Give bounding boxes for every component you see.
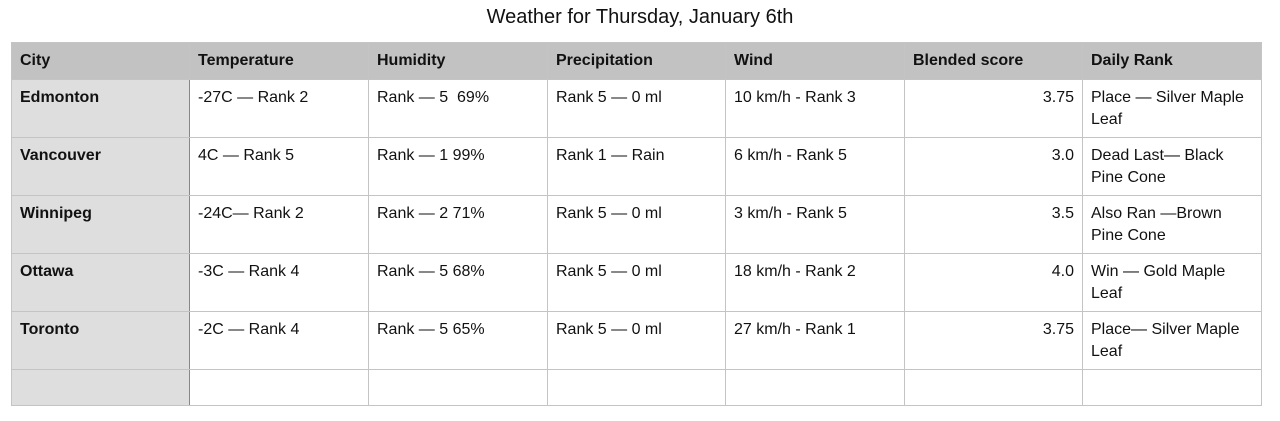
page-title: Weather for Thursday, January 6th: [486, 6, 794, 28]
table-cell: 10 km/h - Rank 3: [725, 79, 905, 138]
empty-cell: [11, 369, 190, 406]
table-cell: 3 km/h - Rank 5: [725, 195, 905, 254]
table-cell: 6 km/h - Rank 5: [725, 137, 905, 196]
table-cell: Win — Gold Maple Leaf: [1082, 253, 1262, 312]
table-row: Ottawa -3C — Rank 4 Rank — 5 68% Rank 5 — 0…: [11, 253, 1262, 312]
table-cell: Rank — 5 69%: [368, 79, 548, 138]
table-row: Winnipeg -24C— Rank 2 Rank — 2 71% Rank 5 —…: [11, 195, 1262, 254]
table-cell: Rank — 5 65%: [368, 311, 548, 370]
table-cell: Rank — 1 99%: [368, 137, 548, 196]
table-cell: Rank 5 — 0 ml: [547, 79, 726, 138]
table-cell: Place — Silver Maple Leaf: [1082, 79, 1262, 138]
table-cell: 18 km/h - Rank 2: [725, 253, 905, 312]
table-cell: Rank 5 — 0 ml: [547, 253, 726, 312]
table-cell: Rank 5 — 0 ml: [547, 195, 726, 254]
table-cell: -2C — Rank 4: [189, 311, 369, 370]
table-cell: 4.0: [904, 253, 1083, 312]
table-cell: Rank — 2 71%: [368, 195, 548, 254]
table-cell: Rank 5 — 0 ml: [547, 311, 726, 370]
column-header: Humidity: [368, 42, 548, 80]
table-cell: -27C — Rank 2: [189, 79, 369, 138]
table-cell: -24C— Rank 2: [189, 195, 369, 254]
table-cell: 3.75: [904, 79, 1083, 138]
column-header: Daily Rank: [1082, 42, 1262, 80]
table-cell: 4C — Rank 5: [189, 137, 369, 196]
table-body: Edmonton -27C — Rank 2 Rank — 5 69% Rank 5 …: [11, 79, 1262, 406]
empty-cell: [189, 369, 369, 406]
row-header: Toronto: [11, 311, 190, 370]
empty-cell: [904, 369, 1083, 406]
table-cell: Place— Silver Maple Leaf: [1082, 311, 1262, 370]
table-cell: Dead Last— Black Pine Cone: [1082, 137, 1262, 196]
header-row: City Temperature Humidity Precipitation Wind…: [11, 42, 1262, 80]
table-cell: Rank 1 — Rain: [547, 137, 726, 196]
table-row: Toronto -2C — Rank 4 Rank — 5 65% Rank 5 — …: [11, 311, 1262, 370]
empty-cell: [1082, 369, 1262, 406]
table-cell: Rank — 5 68%: [368, 253, 548, 312]
table-cell: Also Ran —Brown Pine Cone: [1082, 195, 1262, 254]
table-cell: -3C — Rank 4: [189, 253, 369, 312]
row-header: Winnipeg: [11, 195, 190, 254]
table-row: Edmonton -27C — Rank 2 Rank — 5 69% Rank 5 …: [11, 79, 1262, 138]
column-header: City: [11, 42, 190, 80]
table-cell: 3.0: [904, 137, 1083, 196]
empty-row: [11, 369, 1262, 406]
empty-cell: [547, 369, 726, 406]
column-header: Wind: [725, 42, 905, 80]
row-header: Edmonton: [11, 79, 190, 138]
column-header: Blended score: [904, 42, 1083, 80]
table-cell: 27 km/h - Rank 1: [725, 311, 905, 370]
row-header: Vancouver: [11, 137, 190, 196]
table-cell: 3.5: [904, 195, 1083, 254]
empty-cell: [368, 369, 548, 406]
weather-table: City Temperature Humidity Precipitation Wind…: [11, 42, 1262, 406]
table-row: Vancouver 4C — Rank 5 Rank — 1 99% Rank 1 —…: [11, 137, 1262, 196]
row-header: Ottawa: [11, 253, 190, 312]
table-cell: 3.75: [904, 311, 1083, 370]
column-header: Precipitation: [547, 42, 726, 80]
empty-cell: [725, 369, 905, 406]
column-header: Temperature: [189, 42, 369, 80]
